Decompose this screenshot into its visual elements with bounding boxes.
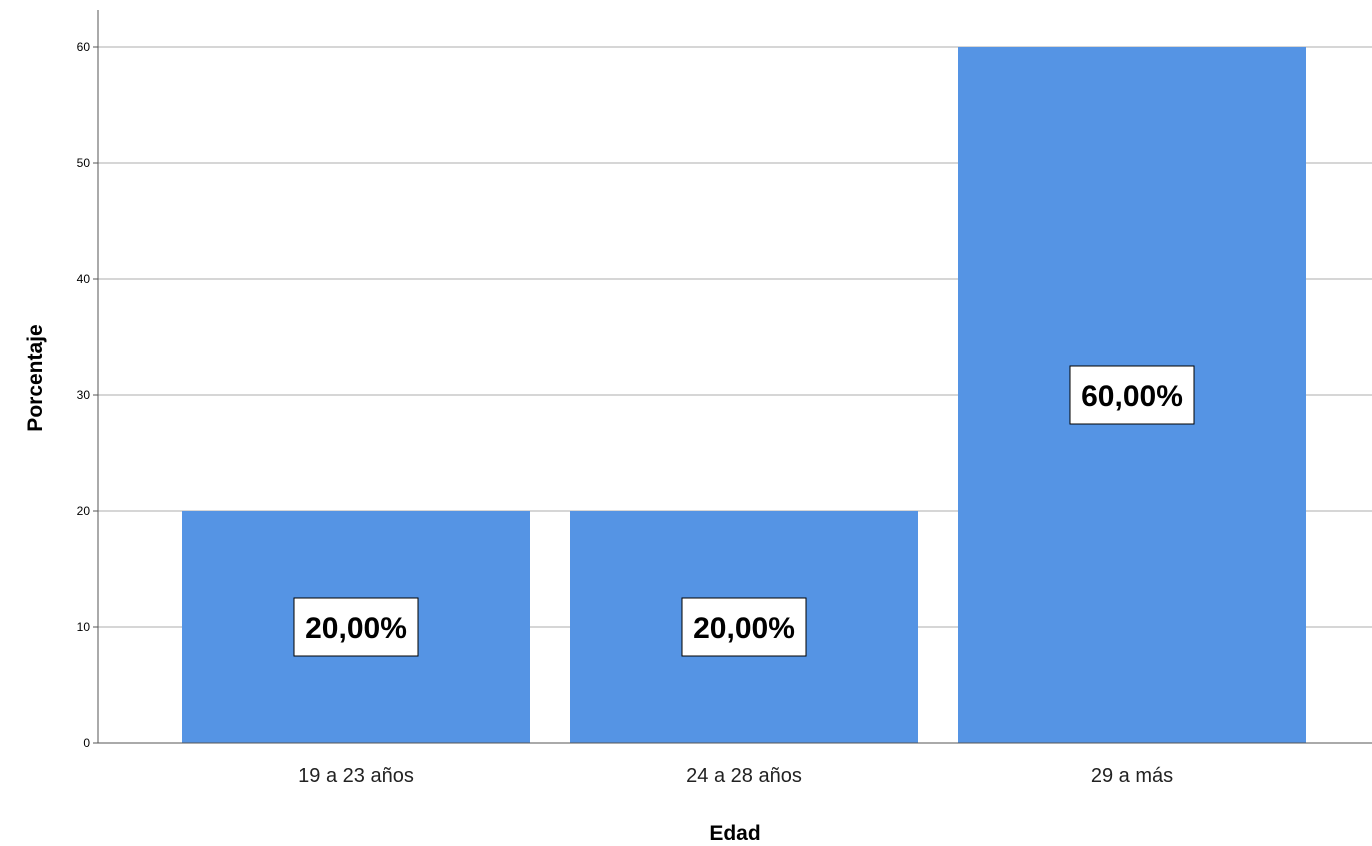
data-label-box <box>681 597 807 657</box>
x-axis-title: Edad <box>709 822 760 845</box>
y-tick-labels: 0 10 20 30 40 50 60 <box>77 40 98 750</box>
x-tick-label: 29 a más <box>1091 765 1173 787</box>
y-tick-label: 30 <box>77 388 91 402</box>
y-tick-label: 20 <box>77 504 91 518</box>
y-tick-label: 0 <box>83 736 90 750</box>
x-tick-labels: 19 a 23 años 24 a 28 años 29 a más <box>298 765 1173 787</box>
x-tick-label: 24 a 28 años <box>686 765 802 787</box>
data-labels: 20,00% 20,00% 60,00% <box>293 365 1195 657</box>
data-label-box <box>293 597 419 657</box>
x-tick-label: 19 a 23 años <box>298 765 414 787</box>
y-axis-title: Porcentaje <box>24 324 47 431</box>
data-label: 60,00% <box>1081 380 1183 413</box>
y-tick-label: 60 <box>77 40 91 54</box>
y-tick-label: 10 <box>77 620 91 634</box>
axes <box>97 10 1372 744</box>
y-tick-label: 40 <box>77 272 91 286</box>
data-label: 20,00% <box>693 612 795 645</box>
data-label-box <box>1069 365 1195 425</box>
data-label: 20,00% <box>305 612 407 645</box>
y-tick-label: 50 <box>77 156 91 170</box>
